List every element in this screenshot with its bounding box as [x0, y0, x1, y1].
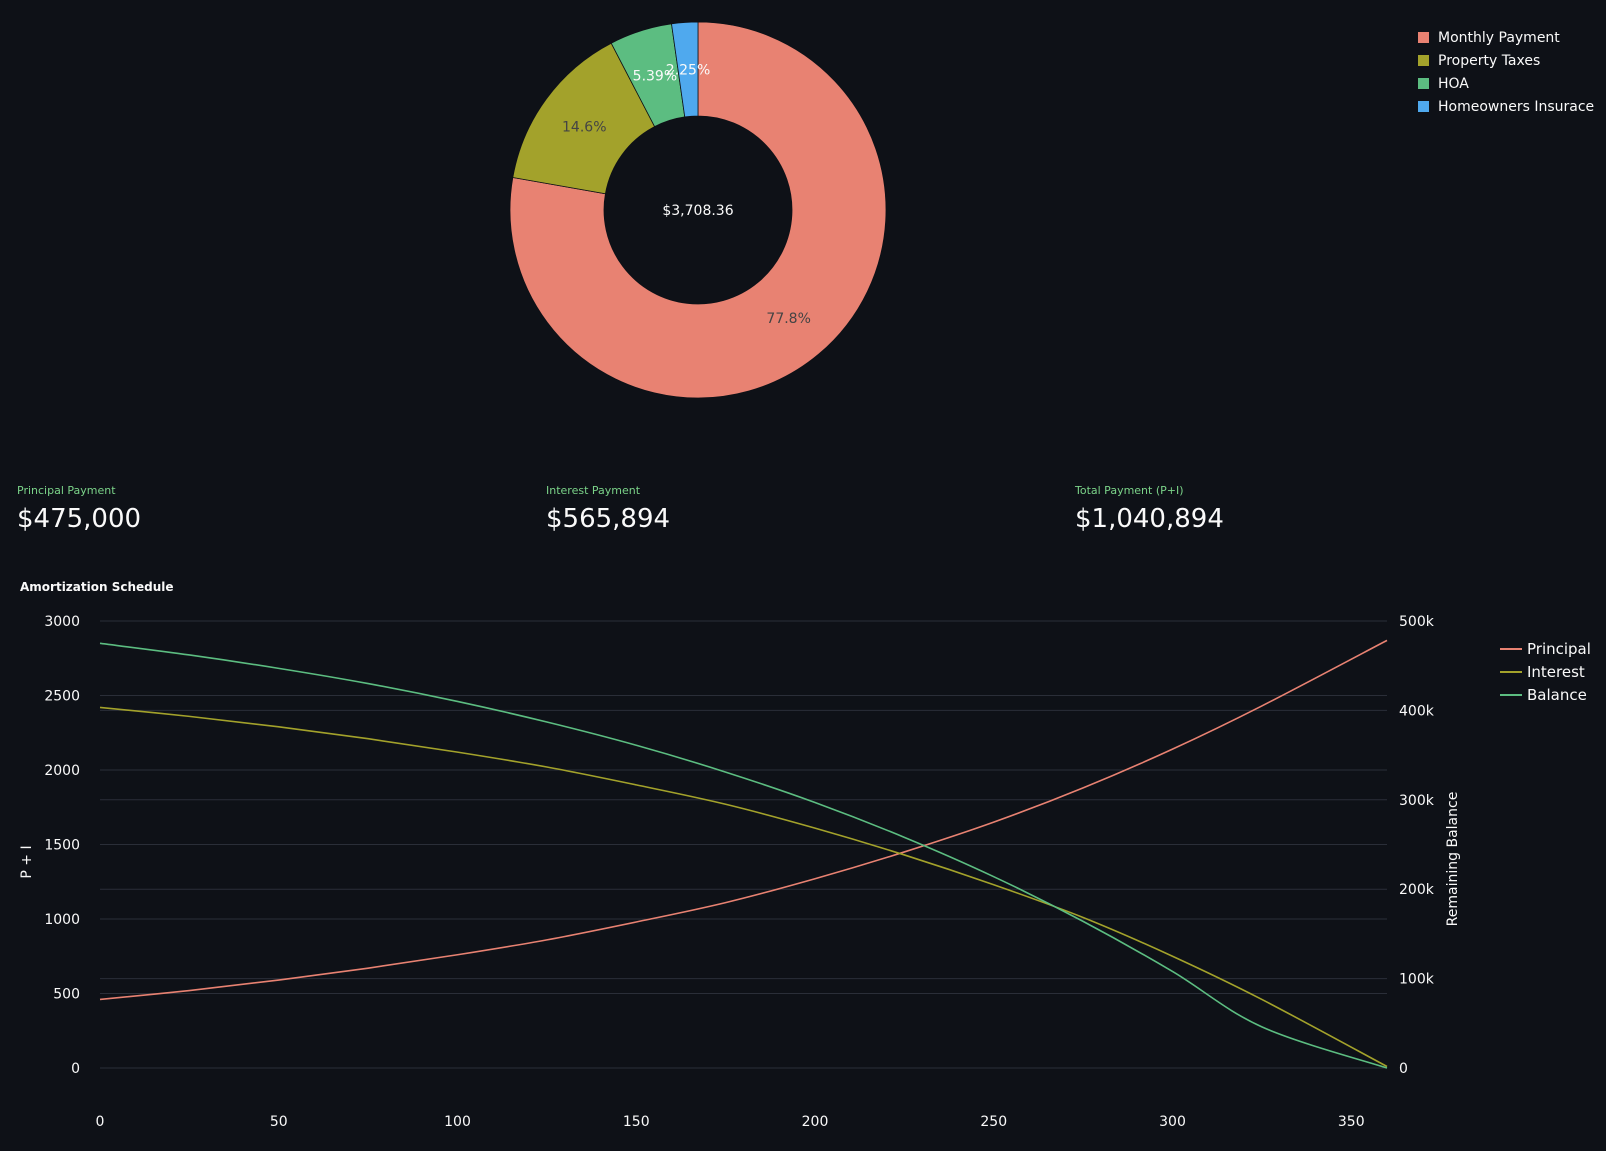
legend-swatch: [1418, 55, 1429, 66]
line-legend-item-balance[interactable]: Balance: [1500, 686, 1587, 704]
donut-center-value: $3,708.36: [662, 203, 733, 219]
donut-slice-label: 77.8%: [766, 311, 810, 327]
legend-label: Balance: [1527, 686, 1587, 704]
metric-interest-label: Interest Payment: [546, 484, 641, 497]
right-tick-label: 300k: [1399, 793, 1435, 809]
donut-legend[interactable]: Monthly Payment Property Taxes HOA Homeowne…: [1418, 30, 1594, 115]
legend-label: HOA: [1438, 76, 1469, 92]
x-tick-label: 150: [623, 1114, 650, 1130]
left-tick-label: 0: [71, 1061, 80, 1077]
donut-legend-item-monthly-payment[interactable]: Monthly Payment: [1418, 30, 1560, 46]
x-tick-label: 350: [1338, 1114, 1365, 1130]
right-tick-label: 0: [1399, 1061, 1408, 1077]
series-line-principal[interactable]: [99, 639, 1388, 1001]
x-axis-ticks: 0 50 100 150 200 250 300 350: [96, 1114, 1365, 1130]
right-tick-label: 500k: [1399, 614, 1435, 630]
x-tick-label: 300: [1159, 1114, 1186, 1130]
line-legend[interactable]: Principal Interest Balance: [1500, 640, 1591, 704]
series-line-interest[interactable]: [99, 706, 1388, 1068]
donut-slice-property-taxes[interactable]: [512, 42, 656, 195]
donut-slice-monthly-payment[interactable]: [509, 21, 887, 399]
donut-slices: [509, 21, 887, 399]
legend-label: Homeowners Insurace: [1438, 99, 1594, 115]
donut-slice-labels: 77.8% 14.6% 5.39%2.25%: [562, 62, 811, 327]
donut-slice-homeowners-insurace[interactable]: [671, 21, 699, 118]
line-legend-item-interest[interactable]: Interest: [1500, 663, 1585, 681]
left-tick-label: 2500: [44, 689, 80, 705]
right-axis-ticks: 0 100k 200k 300k 400k 500k: [1399, 614, 1435, 1077]
donut-slice-label: 5.39%: [633, 69, 677, 85]
metric-principal-value: $475,000: [17, 504, 142, 534]
legend-swatch: [1418, 32, 1429, 43]
right-tick-label: 400k: [1399, 703, 1435, 719]
line-legend-item-principal[interactable]: Principal: [1500, 640, 1591, 658]
legend-label: Interest: [1527, 663, 1585, 681]
x-tick-label: 100: [444, 1114, 471, 1130]
donut-slice-label: 14.6%: [562, 120, 606, 136]
metric-total-label: Total Payment (P+I): [1075, 484, 1184, 497]
left-tick-label: 3000: [44, 614, 80, 630]
x-tick-label: 200: [802, 1114, 829, 1130]
left-axis-ticks: 0 500 1000 1500 2000 2500 3000: [44, 614, 80, 1077]
amortization-title: Amortization Schedule: [20, 580, 174, 594]
left-tick-label: 500: [53, 987, 80, 1003]
legend-swatch: [1418, 101, 1429, 112]
donut-legend-item-homeowners-insurace[interactable]: Homeowners Insurace: [1418, 99, 1594, 115]
x-tick-label: 0: [96, 1114, 105, 1130]
donut-chart: 77.8% 14.6% 5.39%2.25% $3,708.36 Monthly P…: [509, 21, 1594, 399]
left-tick-label: 2000: [44, 763, 80, 779]
x-tick-label: 250: [980, 1114, 1007, 1130]
left-tick-label: 1000: [44, 912, 80, 928]
donut-legend-item-property-taxes[interactable]: Property Taxes: [1418, 53, 1540, 69]
right-tick-label: 200k: [1399, 882, 1435, 898]
metric-total-value: $1,040,894: [1075, 504, 1224, 534]
left-tick-label: 1500: [44, 838, 80, 854]
metric-interest-value: $565,894: [546, 504, 671, 534]
metric-interest: Interest Payment $565,894: [546, 484, 670, 534]
legend-label: Property Taxes: [1438, 53, 1540, 69]
right-tick-label: 100k: [1399, 972, 1435, 988]
metric-principal-label: Principal Payment: [17, 484, 116, 497]
series-line-balance[interactable]: [99, 642, 1388, 1069]
line-series: [99, 639, 1388, 1069]
legend-label: Principal: [1527, 640, 1591, 658]
metric-principal: Principal Payment $475,000: [17, 484, 141, 534]
donut-slice-label: 2.25%: [666, 62, 710, 78]
legend-label: Monthly Payment: [1438, 30, 1560, 46]
metric-total: Total Payment (P+I) $1,040,894: [1075, 484, 1224, 534]
left-axis-title: P + I: [19, 845, 35, 878]
line-chart-grid: [100, 620, 1387, 1069]
x-tick-label: 50: [270, 1114, 288, 1130]
donut-legend-item-hoa[interactable]: HOA: [1418, 76, 1469, 92]
right-axis-title: Remaining Balance: [1445, 792, 1461, 927]
legend-swatch: [1418, 78, 1429, 89]
